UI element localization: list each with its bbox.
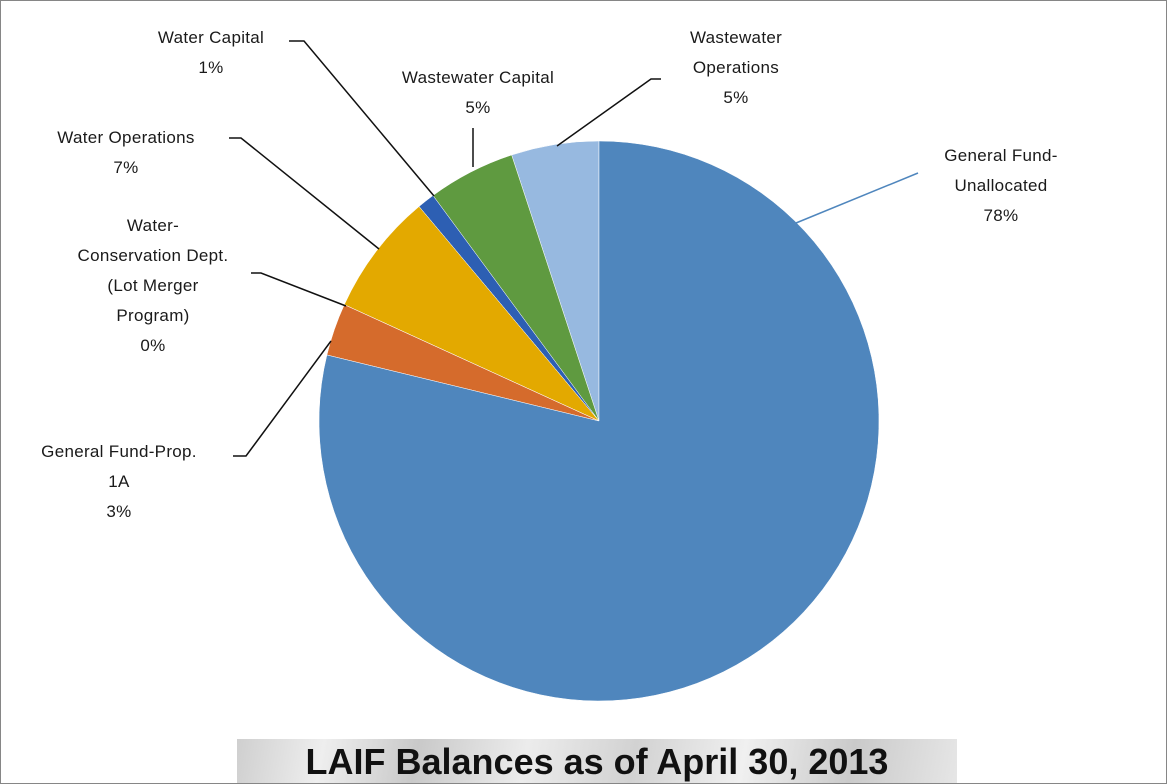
- leader-line: [229, 137, 380, 250]
- data-label: General Fund-Prop. 1A 3%: [41, 437, 197, 527]
- leader-line: [556, 78, 661, 147]
- leader-line: [233, 340, 332, 457]
- category-label: Water Capital: [157, 28, 265, 47]
- leader-line: [251, 272, 347, 307]
- value-label: 7%: [113, 158, 139, 177]
- chart-title: LAIF Balances as of April 30, 2013: [305, 741, 889, 782]
- category-label: Wastewater Operations: [689, 28, 783, 77]
- data-label: Water Operations 7%: [57, 123, 194, 183]
- value-label: 5%: [465, 98, 491, 117]
- leader-line: [795, 172, 919, 224]
- category-label: General Fund- Unallocated: [944, 146, 1058, 195]
- value-label: 5%: [723, 88, 749, 107]
- data-label: Wastewater Capital 5%: [402, 63, 554, 123]
- leader-lines: [229, 40, 919, 457]
- value-label: 0%: [140, 336, 166, 355]
- value-label: 1%: [198, 58, 224, 77]
- category-label: General Fund-Prop. 1A: [41, 442, 197, 491]
- value-label: 3%: [106, 502, 132, 521]
- data-label: Water Capital 1%: [158, 23, 264, 83]
- category-label: Water- Conservation Dept. (Lot Merger Pr…: [77, 216, 229, 325]
- title-box: LAIF Balances as of April 30, 2013: [237, 739, 957, 783]
- data-label: Water- Conservation Dept. (Lot Merger Pr…: [78, 211, 229, 361]
- leader-line: [289, 40, 435, 197]
- value-label: 78%: [983, 206, 1019, 225]
- data-label: General Fund- Unallocated 78%: [944, 141, 1058, 231]
- data-label: Wastewater Operations 5%: [690, 23, 782, 113]
- pie-slice: [318, 140, 880, 702]
- category-label: Water Operations: [57, 128, 195, 147]
- pie-slice: [343, 206, 600, 422]
- category-label: Wastewater Capital: [401, 68, 555, 87]
